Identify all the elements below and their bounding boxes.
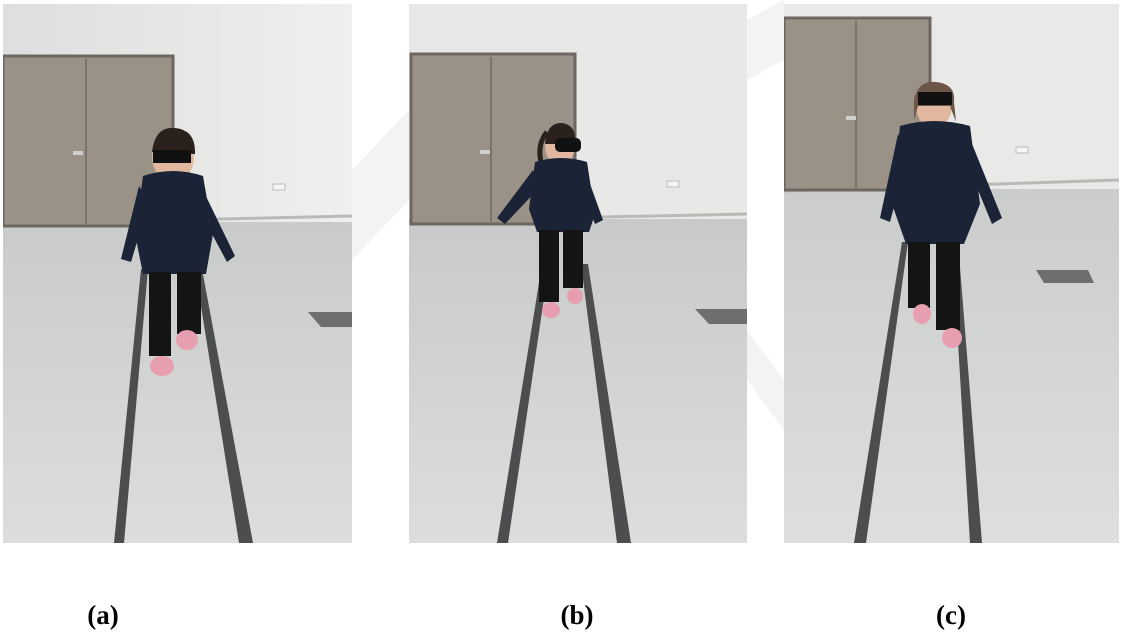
shoe [942, 328, 962, 348]
photo-panel-b [409, 4, 747, 543]
photo-panel-c [784, 4, 1119, 543]
floor-vent [308, 312, 352, 327]
outlet-icon [272, 183, 286, 191]
caption-a: (a) [87, 600, 119, 630]
floor-vent [695, 309, 747, 324]
tape-right [195, 269, 253, 543]
tape-left [114, 269, 148, 543]
caption-b: (b) [560, 600, 594, 630]
child-figure [880, 81, 1002, 348]
photo-panel-a [3, 4, 352, 543]
shoe [567, 288, 583, 304]
tape-left [497, 264, 549, 543]
outlet-icon [666, 180, 680, 188]
shoe [150, 356, 174, 376]
child-figure [121, 127, 235, 376]
door-handle-icon [73, 151, 83, 155]
door-handle-icon [480, 150, 490, 154]
photo-a [3, 4, 352, 543]
blindfold [153, 150, 191, 163]
child-figure [497, 122, 603, 318]
photo-b [409, 4, 747, 543]
blindfold [918, 92, 952, 105]
floor-vent [1036, 270, 1094, 283]
photo-c [784, 4, 1119, 543]
shoe [176, 330, 198, 350]
tape-left [854, 242, 908, 543]
caption-c: (c) [936, 600, 966, 630]
tape-right [581, 264, 631, 543]
shoe [913, 304, 931, 324]
outlet-icon [1015, 146, 1029, 154]
blindfold [555, 138, 581, 152]
shoe [542, 302, 560, 318]
door-handle-icon [846, 116, 856, 120]
